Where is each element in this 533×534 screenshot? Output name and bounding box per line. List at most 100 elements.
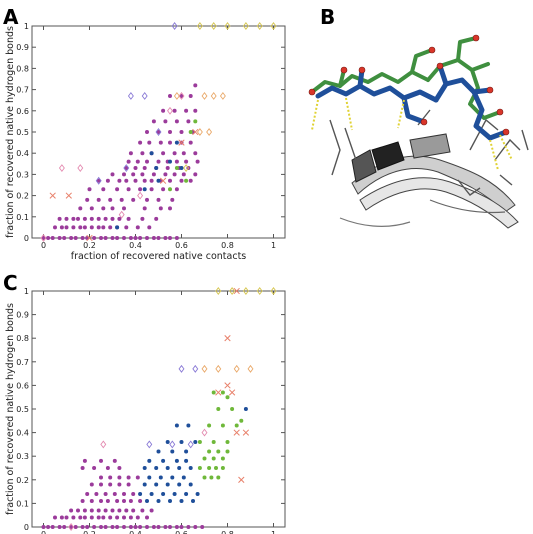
data-point-dot xyxy=(57,236,62,240)
data-point-diamond xyxy=(256,287,263,295)
data-point-dot xyxy=(156,499,161,504)
data-point-dot xyxy=(76,508,80,513)
data-point-dot xyxy=(112,458,117,463)
side-chains xyxy=(329,109,529,196)
y-tick-label: 0.6 xyxy=(16,107,29,116)
data-point-diamond xyxy=(100,440,107,449)
protein-structure-render xyxy=(308,34,529,229)
data-point-diamond xyxy=(77,164,84,172)
data-point-dot xyxy=(115,499,120,504)
x-tick-label: 0.8 xyxy=(221,530,234,534)
data-point-dot xyxy=(197,440,202,445)
x-tick-label: 0 xyxy=(41,530,46,534)
data-point-dot xyxy=(161,491,166,496)
data-point-dot xyxy=(69,525,74,529)
data-point-dot xyxy=(126,216,131,221)
data-point-dot xyxy=(168,178,172,183)
data-point-dot xyxy=(151,119,156,124)
y-tick-label: 1 xyxy=(24,22,29,31)
data-point-diamond xyxy=(242,287,249,295)
data-point-dot xyxy=(103,216,108,221)
data-point-dot xyxy=(103,508,108,513)
data-point-dot xyxy=(115,187,120,192)
data-point-dot xyxy=(154,166,159,171)
data-point-dot xyxy=(101,187,106,192)
data-point-dot xyxy=(46,525,51,529)
data-point-dot xyxy=(117,508,122,513)
data-point-dot xyxy=(110,236,115,240)
y-tick-label: 0.1 xyxy=(16,499,29,508)
data-point-diamond xyxy=(270,287,277,295)
data-point-dot xyxy=(142,187,147,192)
data-point-dot xyxy=(96,515,101,520)
data-point-dot xyxy=(103,525,108,529)
data-point-dot xyxy=(96,508,101,513)
data-point-diamond xyxy=(95,176,102,185)
data-point-dot xyxy=(193,119,198,124)
model-peptide-sticks xyxy=(315,63,509,141)
data-point-dot xyxy=(71,216,76,221)
data-point-dot xyxy=(105,499,110,504)
data-point-dot xyxy=(174,159,179,164)
data-point-dot xyxy=(103,491,108,496)
data-point-dot xyxy=(140,216,145,221)
data-point-diamond xyxy=(215,364,222,373)
data-point-x xyxy=(224,382,231,389)
data-point-dot xyxy=(174,458,179,463)
data-point-dot xyxy=(202,475,207,480)
data-point-diamond xyxy=(224,22,231,30)
data-point-dot xyxy=(135,475,140,480)
data-point-dot xyxy=(186,423,191,428)
data-point-dot xyxy=(87,187,92,192)
data-point-diamond xyxy=(219,92,226,100)
data-point-dot xyxy=(50,236,55,240)
data-point-dot xyxy=(99,236,103,240)
data-point-dot xyxy=(131,508,136,513)
data-point-diamond xyxy=(155,128,162,136)
data-point-dot xyxy=(82,508,87,513)
data-point-dot xyxy=(168,140,172,145)
data-point-dot xyxy=(122,172,126,177)
data-point-dot xyxy=(220,390,225,395)
data-point-dot xyxy=(105,178,110,183)
data-point-dot xyxy=(142,166,147,171)
data-point-dot xyxy=(85,525,90,529)
data-point-dot xyxy=(117,216,122,221)
data-point-dot xyxy=(234,423,239,428)
data-point-dot xyxy=(211,456,216,461)
data-point-dot xyxy=(165,482,170,487)
data-point-x xyxy=(65,192,72,199)
data-point-dot xyxy=(207,423,212,428)
data-point-dot xyxy=(172,491,177,496)
data-point-dot xyxy=(108,475,113,480)
data-point-dot xyxy=(133,525,138,529)
data-point-dot xyxy=(80,236,85,240)
data-point-dot xyxy=(115,236,120,240)
data-point-dot xyxy=(156,178,161,183)
data-point-dot xyxy=(161,108,166,113)
data-point-dot xyxy=(216,475,221,480)
data-point-dot xyxy=(128,499,133,504)
scatter-chart-c: 0 0.2 0.4 0.6 0.8 1 0 0.1 0.2 0.3 0.4 0.5 0.6 0.7 0.8 0… xyxy=(5,287,286,534)
data-point-dot xyxy=(193,525,198,529)
data-point-dot xyxy=(96,216,101,221)
data-point-dot xyxy=(168,236,172,240)
data-point-dot xyxy=(193,151,198,156)
beta-sheet-ribbon xyxy=(339,133,519,229)
data-point-dot xyxy=(89,499,94,504)
data-point-dot xyxy=(179,166,184,171)
data-point-dot xyxy=(82,225,87,230)
data-point-x xyxy=(233,287,240,295)
data-point-dot xyxy=(161,187,166,192)
data-point-dot xyxy=(101,515,106,520)
data-point-dot xyxy=(99,482,103,487)
x-tick-label: 1 xyxy=(271,241,276,250)
data-point-dot xyxy=(149,491,154,496)
data-point-dot xyxy=(115,525,120,529)
data-point-dot xyxy=(149,151,154,156)
data-point-dot xyxy=(99,499,103,504)
data-point-dot xyxy=(179,525,184,529)
y-tick-label: 0.7 xyxy=(16,358,29,367)
data-point-dot xyxy=(138,187,143,192)
data-point-dot xyxy=(184,449,189,454)
